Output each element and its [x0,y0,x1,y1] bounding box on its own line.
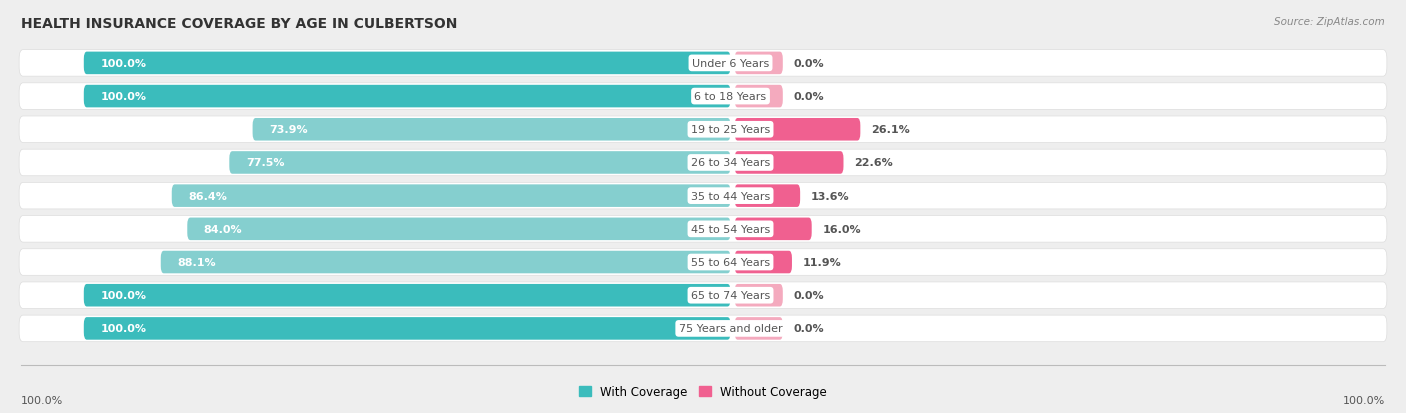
Text: 100.0%: 100.0% [21,395,63,405]
Text: 100.0%: 100.0% [100,324,146,334]
FancyBboxPatch shape [20,282,1386,309]
FancyBboxPatch shape [84,284,731,307]
FancyBboxPatch shape [229,152,731,174]
FancyBboxPatch shape [20,50,1386,77]
Text: 6 to 18 Years: 6 to 18 Years [695,92,766,102]
Text: Source: ZipAtlas.com: Source: ZipAtlas.com [1274,17,1385,26]
Text: 84.0%: 84.0% [204,224,242,234]
FancyBboxPatch shape [20,150,1386,176]
Text: 45 to 54 Years: 45 to 54 Years [690,224,770,234]
Text: 35 to 44 Years: 35 to 44 Years [690,191,770,201]
Text: 100.0%: 100.0% [100,290,146,301]
Text: 0.0%: 0.0% [794,92,824,102]
Text: 73.9%: 73.9% [269,125,308,135]
FancyBboxPatch shape [735,251,792,274]
Text: 77.5%: 77.5% [246,158,284,168]
Text: 0.0%: 0.0% [794,59,824,69]
FancyBboxPatch shape [735,284,783,307]
Text: 11.9%: 11.9% [803,257,842,267]
FancyBboxPatch shape [20,183,1386,209]
FancyBboxPatch shape [20,216,1386,242]
FancyBboxPatch shape [735,52,783,75]
FancyBboxPatch shape [735,85,783,108]
Text: 88.1%: 88.1% [177,257,217,267]
FancyBboxPatch shape [84,317,731,340]
Text: 100.0%: 100.0% [1343,395,1385,405]
FancyBboxPatch shape [187,218,731,240]
Text: 0.0%: 0.0% [794,290,824,301]
FancyBboxPatch shape [735,185,800,207]
Text: 26 to 34 Years: 26 to 34 Years [690,158,770,168]
FancyBboxPatch shape [20,316,1386,342]
Text: 26.1%: 26.1% [872,125,910,135]
FancyBboxPatch shape [172,185,731,207]
Text: 0.0%: 0.0% [794,324,824,334]
Text: HEALTH INSURANCE COVERAGE BY AGE IN CULBERTSON: HEALTH INSURANCE COVERAGE BY AGE IN CULB… [21,17,457,31]
FancyBboxPatch shape [735,152,844,174]
Text: Under 6 Years: Under 6 Years [692,59,769,69]
Text: 100.0%: 100.0% [100,59,146,69]
FancyBboxPatch shape [253,119,731,141]
FancyBboxPatch shape [84,52,731,75]
Text: 86.4%: 86.4% [188,191,228,201]
Text: 55 to 64 Years: 55 to 64 Years [690,257,770,267]
FancyBboxPatch shape [84,85,731,108]
Text: 13.6%: 13.6% [811,191,849,201]
Text: 16.0%: 16.0% [823,224,862,234]
Text: 65 to 74 Years: 65 to 74 Years [690,290,770,301]
FancyBboxPatch shape [20,249,1386,275]
FancyBboxPatch shape [735,218,811,240]
Text: 19 to 25 Years: 19 to 25 Years [690,125,770,135]
Legend: With Coverage, Without Coverage: With Coverage, Without Coverage [574,381,832,403]
FancyBboxPatch shape [735,317,783,340]
FancyBboxPatch shape [20,83,1386,110]
FancyBboxPatch shape [20,117,1386,143]
FancyBboxPatch shape [735,119,860,141]
Text: 100.0%: 100.0% [100,92,146,102]
Text: 22.6%: 22.6% [855,158,893,168]
FancyBboxPatch shape [160,251,731,274]
Text: 75 Years and older: 75 Years and older [679,324,782,334]
